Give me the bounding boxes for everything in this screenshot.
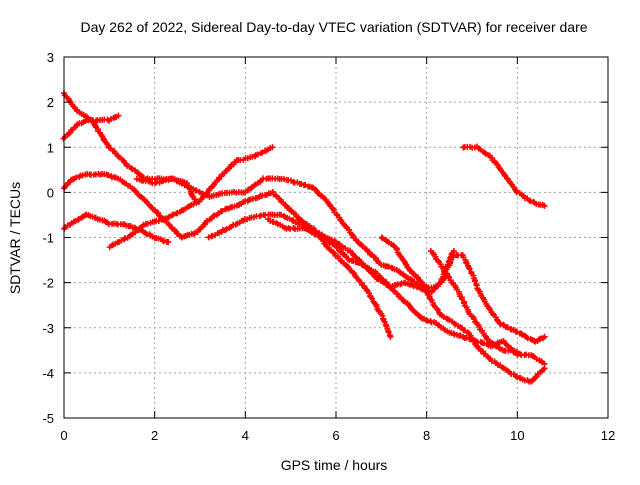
y-tick-label: -3 xyxy=(42,321,54,336)
y-tick-label: 3 xyxy=(47,50,54,65)
chart-figure: 0 2 4 6 8 10 12 -5 -4 -3 -2 -1 0 1 2 3 Day 262 of 2022,… xyxy=(0,0,640,480)
x-tick-label: 6 xyxy=(332,428,339,443)
x-tick-label: 0 xyxy=(60,428,67,443)
x-tick-label: 12 xyxy=(601,428,615,443)
y-tick-label: 2 xyxy=(47,95,54,110)
chart-title: Day 262 of 2022, Sidereal Day-to-day VTE… xyxy=(80,19,587,35)
sdtvar-chart: 0 2 4 6 8 10 12-5-4-3-2-10123 Day 262 of 2022,… xyxy=(0,0,640,480)
y-axis-label: SDTVAR / TECUs xyxy=(7,182,23,294)
x-tick-label: 8 xyxy=(423,428,430,443)
y-tick-label: -1 xyxy=(42,231,54,246)
y-tick-label: -4 xyxy=(42,366,54,381)
x-tick-label: 10 xyxy=(510,428,524,443)
x-axis-label: GPS time / hours xyxy=(281,457,388,473)
y-tick-label: -2 xyxy=(42,276,54,291)
x-tick-label: 2 xyxy=(151,428,158,443)
x-tick-label: 4 xyxy=(242,428,249,443)
y-tick-label: 0 xyxy=(47,185,54,200)
y-tick-label: 1 xyxy=(47,140,54,155)
y-tick-label: -5 xyxy=(42,411,54,426)
